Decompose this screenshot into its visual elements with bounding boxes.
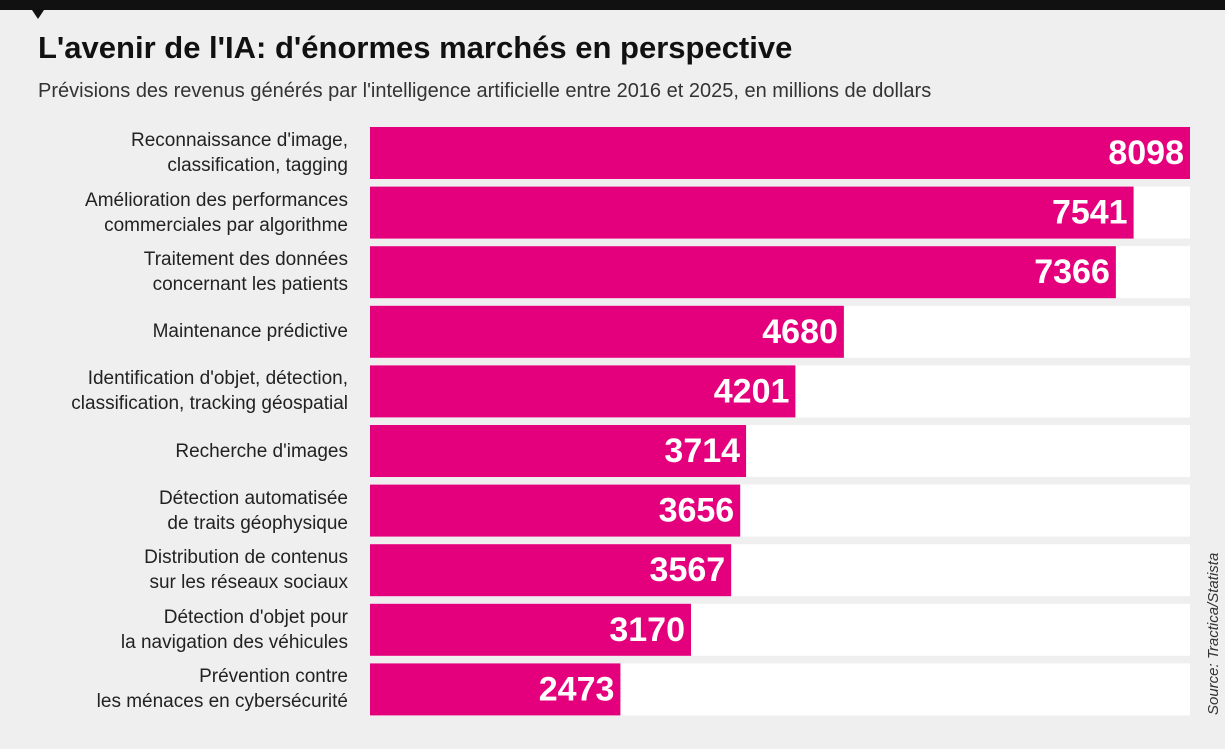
category-label: Traitement des données concernant les pa… [143, 249, 348, 296]
category-label: Identification d'objet, détection, class… [71, 368, 348, 415]
bar [370, 365, 796, 418]
value-label: 3170 [609, 611, 685, 649]
bar [370, 127, 1190, 179]
value-label: 2473 [539, 670, 615, 708]
top-marker [32, 10, 44, 19]
bar [370, 425, 747, 477]
top-bar [0, 0, 1225, 10]
value-label: 7366 [1034, 253, 1110, 291]
category-label: Distribution de contenus sur les réseaux… [144, 547, 348, 594]
value-label: 4680 [762, 313, 838, 351]
source: Source: Tractica/Statista [1205, 553, 1222, 715]
chart-title: L'avenir de l'IA: d'énormes marchés en p… [38, 30, 793, 65]
category-label: Prévention contre les ménaces en cybersé… [96, 666, 348, 713]
value-label: 7541 [1052, 194, 1128, 232]
chart-subtitle: Prévisions des revenus générés par l'int… [38, 80, 932, 102]
category-label: Maintenance prédictive [152, 321, 348, 343]
bar [370, 484, 741, 537]
category-label: Détection automatisée de traits géophysi… [158, 487, 348, 534]
category-label: Amélioration des performances commercial… [85, 189, 348, 236]
bar [370, 603, 691, 656]
value-label: 3714 [664, 432, 740, 470]
value-label: 4201 [714, 372, 790, 410]
bar [370, 305, 844, 358]
bar [370, 663, 621, 716]
bar [370, 246, 1116, 299]
category-label: Détection d'objet pour la navigation des… [120, 606, 348, 653]
value-label: 3567 [650, 551, 726, 589]
value-label: 3656 [659, 492, 735, 530]
value-label: 8098 [1108, 134, 1184, 172]
bar [370, 544, 732, 597]
category-label: Recherche d'images [175, 440, 348, 462]
bar [370, 186, 1134, 239]
category-label: Reconnaissance d'image, classification, … [131, 130, 348, 176]
